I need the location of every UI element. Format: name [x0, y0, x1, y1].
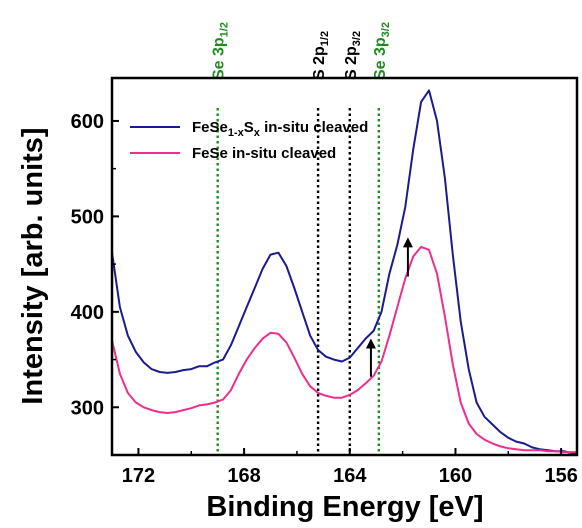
legend-label: FeSe1-xSx in-situ cleaved: [192, 119, 368, 139]
x-tick-label: 160: [439, 465, 472, 487]
y-tick-label: 400: [71, 302, 104, 324]
series-line: [112, 89, 577, 455]
reference-label: S 2p3/2: [343, 31, 363, 80]
arrows: [365, 237, 413, 377]
x-tick-label: 172: [122, 465, 155, 487]
arrow-head: [402, 237, 413, 248]
reference-label: Se 3p3/2: [372, 22, 392, 80]
reference-label: S 2p1/2: [311, 31, 331, 80]
y-tick-label: 300: [71, 397, 104, 419]
x-tick-label: 168: [227, 465, 260, 487]
series-group: [112, 89, 577, 455]
y-tick-label: 500: [71, 206, 104, 228]
reference-label: Se 3p1/2: [211, 22, 231, 80]
arrow-head: [365, 338, 376, 349]
y-axis-label: Intensity [arb. units]: [17, 127, 49, 404]
reference-lines: Se 3p1/2 S 2p1/2 S 2p3/2 Se 3p3/2: [211, 22, 392, 455]
x-axis-label: Binding Energy [eV]: [206, 491, 483, 523]
y-tick-label: 600: [71, 111, 104, 133]
legend-label: FeSe in-situ cleaved: [192, 145, 336, 162]
x-tick-label: 156: [544, 465, 577, 487]
series-line: [112, 245, 577, 454]
axis-ticks: 172 168 164 160 156 300 400 500 600: [71, 111, 578, 487]
legend: FeSe1-xSx in-situ cleaved FeSe in-situ cl…: [130, 119, 368, 162]
x-tick-label: 164: [333, 465, 367, 487]
plot-frame: [110, 76, 579, 457]
